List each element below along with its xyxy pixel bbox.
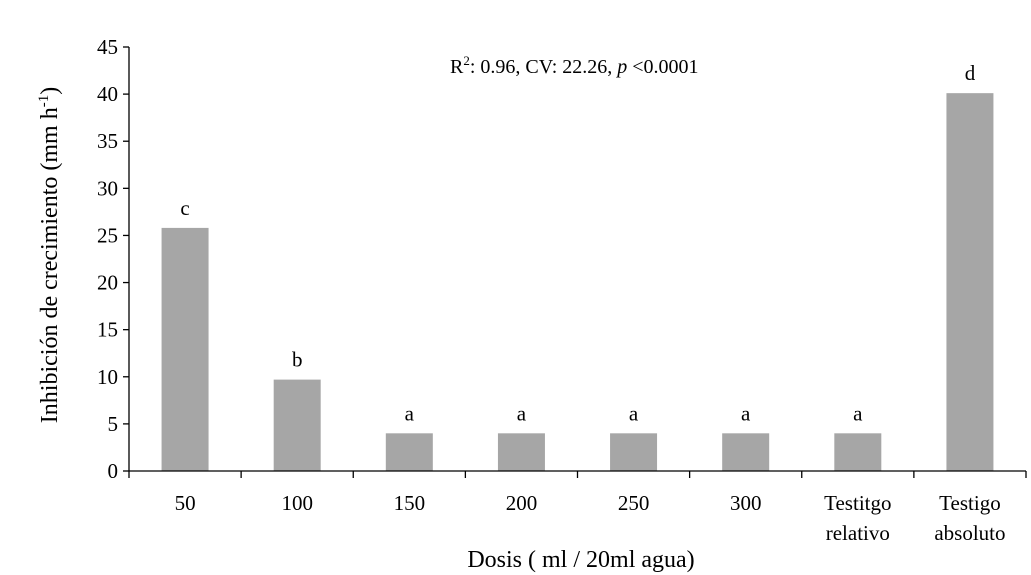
y-tick-label: 35 — [97, 129, 118, 153]
bar — [946, 93, 994, 472]
stat-r-label: R — [450, 56, 464, 78]
significance-letter: a — [629, 401, 639, 425]
bar — [385, 433, 433, 471]
x-tick-label: Testigo — [939, 491, 1001, 515]
x-tick-label: 50 — [175, 491, 196, 515]
y-tick-label: 30 — [97, 176, 118, 200]
x-tick-label: 250 — [618, 491, 650, 515]
y-axis-title-superscript: -1 — [36, 95, 52, 108]
x-axis-title: Dosis ( ml / 20ml agua) — [467, 547, 694, 573]
y-ticks: 0 5 10 15 20 25 30 35 40 45 — [97, 35, 129, 483]
x-tick-label: absoluto — [934, 521, 1005, 545]
x-tick-label: 200 — [506, 491, 538, 515]
y-tick-label: 45 — [97, 35, 118, 59]
bar — [497, 433, 545, 471]
bar — [610, 433, 658, 471]
significance-letter: a — [853, 401, 863, 425]
significance-letter: a — [405, 401, 415, 425]
x-tick-label: relativo — [826, 521, 890, 545]
stat-annotation: R2: 0.96, CV: 22.26, p <0.0001 — [450, 53, 699, 78]
x-tick-label: Testitgo — [824, 491, 891, 515]
bar — [834, 433, 882, 471]
stat-p-label: p — [615, 56, 627, 78]
significance-letter: d — [965, 61, 976, 85]
axes-layer — [128, 47, 1026, 472]
y-tick-label: 15 — [97, 318, 118, 342]
y-tick-label: 5 — [108, 412, 119, 436]
bars-layer — [161, 93, 994, 472]
bar — [273, 379, 321, 471]
significance-letter: b — [292, 348, 303, 372]
y-tick-label: 0 — [108, 459, 119, 483]
bar — [161, 227, 209, 471]
x-ticks: 50 100 150 200 250 300 Testitgo relativo Testigo… — [128, 471, 1027, 545]
y-tick-label: 10 — [97, 365, 118, 389]
x-tick-label: 300 — [730, 491, 762, 515]
x-tick-label: 100 — [281, 491, 313, 515]
y-axis-title: Inhibición de crecimiento (mm h-1) — [36, 87, 63, 423]
significance-letter: a — [741, 401, 751, 425]
stat-r-superscript: 2 — [463, 53, 470, 68]
x-tick-label: 150 — [394, 491, 426, 515]
y-axis-title-main: Inhibición de crecimiento (mm h — [37, 107, 63, 423]
bar — [722, 433, 770, 471]
significance-letter: c — [180, 196, 189, 220]
y-tick-label: 25 — [97, 223, 118, 247]
y-axis-title-close: ) — [37, 87, 63, 95]
y-tick-label: 40 — [97, 82, 118, 106]
y-tick-label: 20 — [97, 271, 118, 295]
significance-letter: a — [517, 401, 527, 425]
stat-values: : 0.96, CV: 22.26, — [470, 56, 617, 78]
stat-p-value: <0.0001 — [627, 56, 698, 78]
significance-letters: c b a a a a a d — [180, 61, 975, 425]
